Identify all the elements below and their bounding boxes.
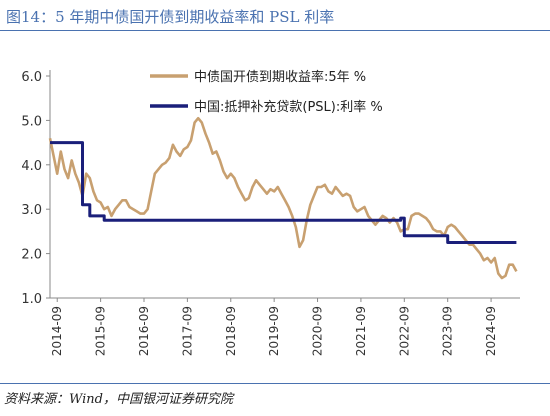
x-tick-label: 2020-09 (311, 306, 325, 356)
x-tick-label: 2024-09 (484, 306, 498, 356)
y-tick-label: 6.0 (21, 70, 42, 85)
x-tick-label: 2015-09 (94, 306, 108, 356)
series-layer (48, 116, 518, 280)
x-axis: 2014-09 2015-09 2016-09 2017-09 2018-09 2019-… (50, 297, 520, 356)
legend-label-psl-rate: 中国:抵押补充贷款(PSL):利率 % (194, 99, 383, 115)
x-tick-label: 2017-09 (180, 306, 194, 356)
y-tick-label: 1.0 (21, 292, 42, 307)
legend: 中债国开债到期收益率:5年 % 中国:抵押补充贷款(PSL):利率 % (150, 69, 383, 115)
series-line-cdb-5y-yield (48, 116, 518, 280)
y-tick-label: 5.0 (21, 114, 42, 129)
x-tick-label: 2019-09 (267, 306, 281, 356)
y-tick-label: 4.0 (21, 159, 42, 174)
x-tick-label: 2023-09 (441, 306, 455, 356)
series-line-psl-rate (50, 141, 517, 244)
x-tick-label: 2022-09 (397, 306, 411, 356)
figure-header: 图14：5 年期中债国开债到期收益率和 PSL 利率 (0, 0, 550, 32)
x-tick-label: 2016-09 (137, 306, 151, 356)
y-axis: 6.0 5.0 4.0 3.0 2.0 1.0 (21, 70, 51, 307)
x-tick-label: 2014-09 (50, 306, 64, 356)
title-divider (0, 30, 550, 31)
x-tick-label: 2021-09 (354, 306, 368, 356)
line-chart: 6.0 5.0 4.0 3.0 2.0 1.0 2014-09 2015-09 2016-09… (21, 69, 520, 356)
figure-title: 图14：5 年期中债国开债到期收益率和 PSL 利率 (6, 8, 335, 26)
y-tick-label: 3.0 (21, 203, 42, 218)
source-note: 资料来源：Wind，中国银河证券研究院 (4, 392, 233, 407)
source-divider (0, 383, 550, 384)
x-tick-label: 2018-09 (224, 306, 238, 356)
y-tick-label: 2.0 (21, 248, 42, 263)
legend-label-cdb-5y-yield: 中债国开债到期收益率:5年 % (194, 69, 366, 85)
